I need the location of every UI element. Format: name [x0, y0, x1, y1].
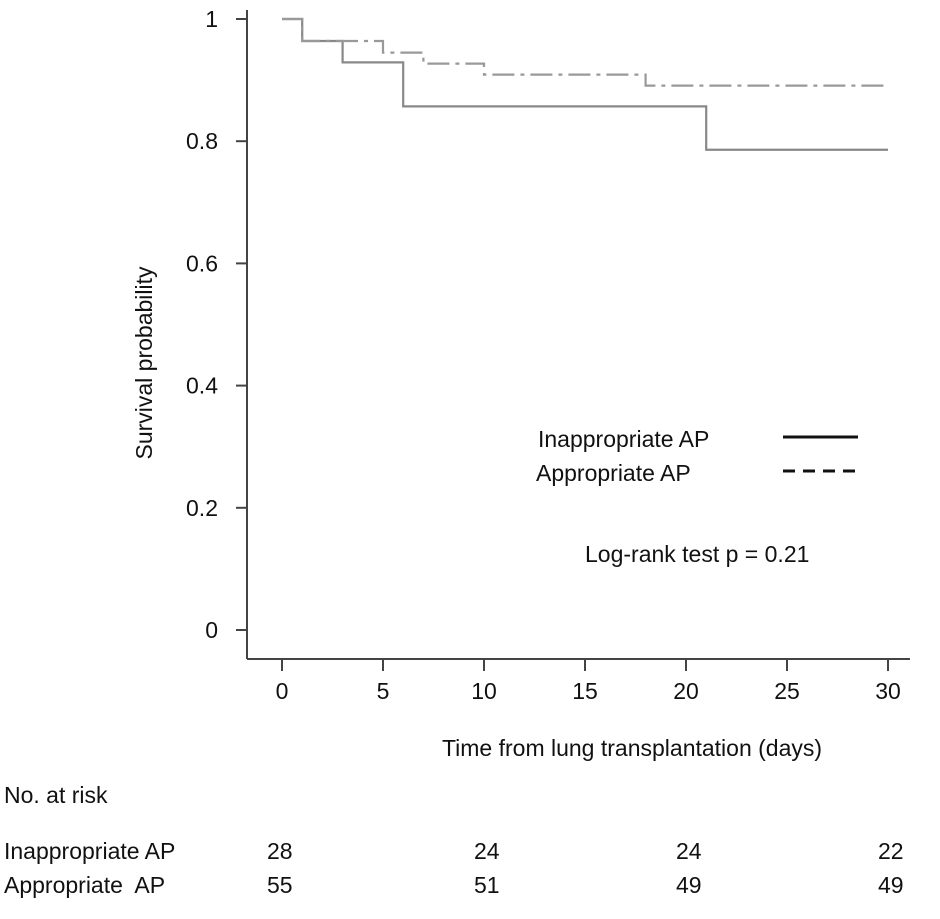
risk-count: 28 — [267, 838, 293, 864]
y-tick-label: 0.8 — [186, 128, 218, 154]
survival-curves — [282, 17, 888, 151]
x-tick-label: 10 — [471, 678, 497, 704]
x-tick-label: 5 — [377, 678, 390, 704]
risk-count: 49 — [676, 872, 702, 898]
x-axis-label: Time from lung transplantation (days) — [442, 735, 822, 761]
risk-count: 49 — [878, 872, 904, 898]
y-tick-label: 0 — [205, 617, 218, 643]
y-tick-label: 0.2 — [186, 495, 218, 521]
x-tick-label: 30 — [875, 678, 901, 704]
risk-row-label-appropriate: Appropriate AP — [4, 872, 166, 898]
risk-count: 24 — [676, 838, 702, 864]
y-axis-ticks: 0 0.2 0.4 0.6 0.8 1 — [186, 6, 247, 643]
risk-count: 55 — [267, 872, 293, 898]
axes — [246, 10, 910, 660]
curve-inappropriate-ap — [282, 17, 888, 151]
x-tick-label: 15 — [572, 678, 598, 704]
y-axis-label: Survival probability — [131, 266, 157, 460]
y-tick-label: 0.4 — [186, 373, 218, 399]
y-tick-label: 1 — [205, 6, 218, 32]
legend-label-appropriate: Appropriate AP — [536, 460, 691, 486]
risk-row-label-inappropriate: Inappropriate AP — [4, 838, 176, 864]
risk-table-header: No. at risk — [4, 782, 108, 808]
x-tick-label: 20 — [673, 678, 699, 704]
x-tick-label: 25 — [774, 678, 800, 704]
risk-count: 51 — [474, 872, 500, 898]
x-tick-label: 0 — [276, 678, 289, 704]
log-rank-annotation: Log-rank test p = 0.21 — [585, 541, 809, 567]
legend-label-inappropriate: Inappropriate AP — [538, 426, 709, 452]
x-axis-ticks: 0 5 10 15 20 25 30 — [276, 659, 901, 704]
curve-appropriate-ap — [282, 17, 888, 87]
legend: Inappropriate AP Appropriate AP — [536, 426, 858, 486]
risk-count: 24 — [474, 838, 500, 864]
y-tick-label: 0.6 — [186, 250, 218, 276]
risk-count: 22 — [878, 838, 904, 864]
